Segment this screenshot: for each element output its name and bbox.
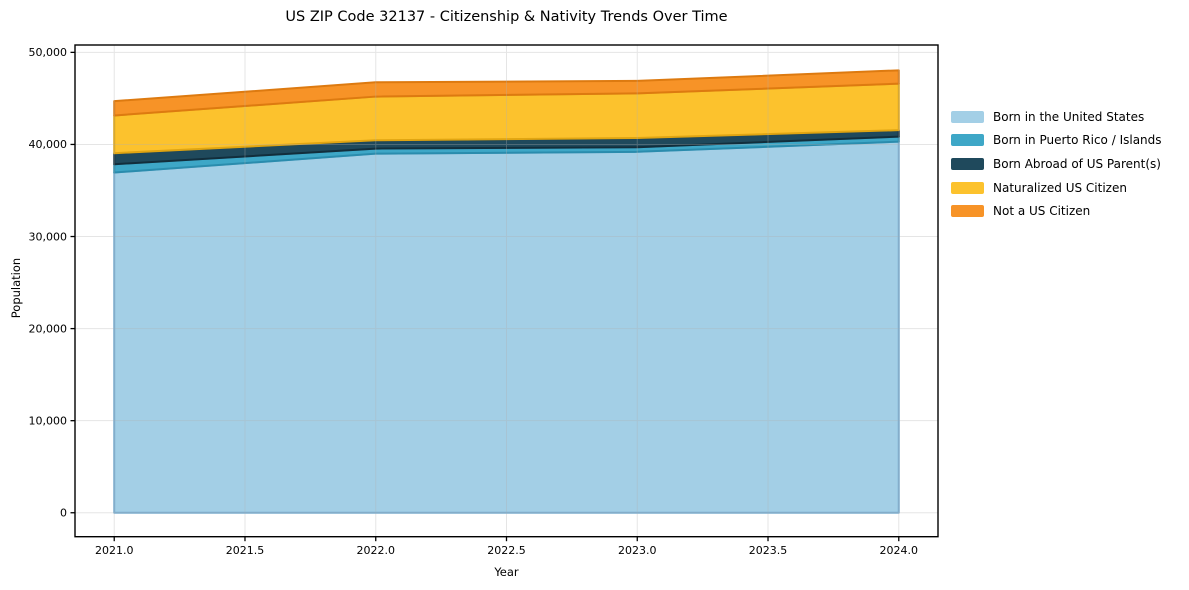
tick-marks (70, 51, 900, 542)
y-axis-label: Population (9, 257, 23, 319)
x-tick-label: 2021.0 (95, 544, 134, 557)
legend: Born in the United States Born in Puerto … (951, 105, 1162, 223)
x-tick-label: 2022.5 (487, 544, 526, 557)
legend-label: Not a US Citizen (993, 204, 1091, 219)
x-tick-label: 2022.0 (356, 544, 395, 557)
y-tick-label: 10,000 (29, 414, 68, 427)
y-tick-label: 40,000 (29, 138, 68, 151)
legend-label: Naturalized US Citizen (993, 180, 1127, 195)
stacked-areas (113, 69, 900, 514)
legend-swatch-icon (951, 181, 984, 194)
tick-labels: 2021.0 2021.5 2022.0 2022.5 2023.0 2023.5 2024… (29, 46, 919, 557)
legend-label: Born in Puerto Rico / Islands (993, 133, 1162, 148)
chart-title: US ZIP Code 32137 - Citizenship & Nativi… (285, 9, 728, 25)
x-tick-label: 2024.0 (880, 544, 919, 557)
legend-item-born-abroad-of-us-parent-s: Born Abroad of US Parent(s) (951, 152, 1162, 176)
legend-label: Born Abroad of US Parent(s) (993, 156, 1161, 171)
area-not-a-us-citizen (113, 69, 900, 117)
y-tick-label: 20,000 (29, 322, 68, 335)
y-tick-label: 30,000 (29, 230, 68, 243)
legend-swatch-icon (951, 205, 984, 218)
legend-swatch-icon (951, 157, 984, 170)
gridlines (75, 45, 938, 537)
legend-item-born-in-the-united-states: Born in the United States (951, 105, 1162, 129)
legend-swatch-icon (951, 110, 984, 123)
y-tick-label: 0 (60, 507, 67, 520)
legend-item-born-in-puerto-rico-islands: Born in Puerto Rico / Islands (951, 129, 1162, 153)
legend-item-not-a-us-citizen: Not a US Citizen (951, 199, 1162, 223)
y-tick-label: 50,000 (29, 46, 68, 59)
legend-swatch-icon (951, 134, 984, 147)
x-tick-label: 2023.5 (749, 544, 788, 557)
x-tick-label: 2021.5 (226, 544, 265, 557)
x-tick-label: 2023.0 (618, 544, 657, 557)
legend-item-naturalized-us-citizen: Naturalized US Citizen (951, 176, 1162, 200)
legend-label: Born in the United States (993, 109, 1145, 124)
x-axis-label: Year (494, 565, 519, 579)
